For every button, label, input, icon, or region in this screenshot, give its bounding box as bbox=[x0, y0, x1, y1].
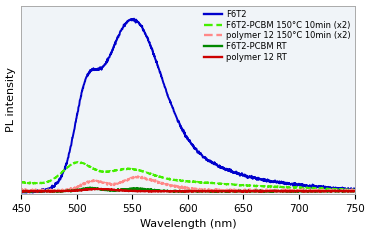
polymer 12 150°C 10min (x2) bbox=[63, 189, 68, 192]
polymer 12 150°C 10min (x2) bbox=[131, 176, 136, 179]
polymer 12 150°C 10min (x2) bbox=[164, 183, 168, 186]
F6T2-PCBM 150°C 10min (x2) bbox=[75, 161, 80, 164]
F6T2-PCBM RT bbox=[75, 188, 80, 191]
F6T2-PCBM RT bbox=[63, 190, 68, 192]
X-axis label: Wavelength (nm): Wavelength (nm) bbox=[139, 219, 236, 229]
polymer 12 RT bbox=[96, 187, 101, 190]
F6T2-PCBM RT bbox=[202, 190, 206, 193]
Line: polymer 12 150°C 10min (x2): polymer 12 150°C 10min (x2) bbox=[21, 176, 354, 192]
F6T2 bbox=[75, 111, 80, 114]
F6T2-PCBM RT bbox=[132, 188, 136, 191]
Line: F6T2-PCBM 150°C 10min (x2): F6T2-PCBM 150°C 10min (x2) bbox=[21, 162, 354, 191]
Line: F6T2-PCBM RT: F6T2-PCBM RT bbox=[21, 187, 354, 192]
polymer 12 150°C 10min (x2) bbox=[195, 188, 199, 191]
Line: F6T2: F6T2 bbox=[21, 19, 354, 192]
polymer 12 RT bbox=[27, 191, 32, 193]
F6T2-PCBM RT bbox=[164, 189, 168, 192]
polymer 12 RT bbox=[132, 189, 136, 192]
F6T2 bbox=[195, 149, 199, 152]
F6T2-PCBM 150°C 10min (x2) bbox=[194, 180, 199, 183]
F6T2-PCBM 150°C 10min (x2) bbox=[63, 168, 68, 171]
polymer 12 150°C 10min (x2) bbox=[202, 189, 206, 192]
F6T2-PCBM RT bbox=[88, 186, 92, 189]
F6T2-PCBM RT bbox=[195, 190, 199, 193]
F6T2 bbox=[63, 164, 68, 167]
F6T2 bbox=[20, 191, 24, 194]
polymer 12 RT bbox=[202, 190, 206, 192]
F6T2-PCBM RT bbox=[26, 191, 31, 193]
F6T2-PCBM 150°C 10min (x2) bbox=[131, 168, 136, 171]
polymer 12 150°C 10min (x2) bbox=[75, 185, 80, 188]
F6T2-PCBM 150°C 10min (x2) bbox=[201, 181, 206, 184]
F6T2-PCBM RT bbox=[352, 190, 357, 193]
F6T2 bbox=[132, 17, 136, 20]
F6T2 bbox=[164, 90, 168, 93]
Line: polymer 12 RT: polymer 12 RT bbox=[21, 188, 354, 192]
F6T2-PCBM 150°C 10min (x2) bbox=[164, 177, 168, 180]
polymer 12 RT bbox=[75, 189, 80, 192]
F6T2-PCBM RT bbox=[19, 190, 23, 193]
polymer 12 RT bbox=[19, 190, 23, 193]
polymer 12 150°C 10min (x2) bbox=[36, 190, 40, 193]
F6T2-PCBM 150°C 10min (x2) bbox=[75, 161, 80, 164]
Legend: F6T2, F6T2-PCBM 150°C 10min (x2), polymer 12 150°C 10min (x2), F6T2-PCBM RT, pol: F6T2, F6T2-PCBM 150°C 10min (x2), polyme… bbox=[202, 8, 352, 64]
polymer 12 150°C 10min (x2) bbox=[136, 175, 140, 177]
polymer 12 RT bbox=[164, 190, 168, 193]
F6T2 bbox=[19, 190, 23, 193]
F6T2 bbox=[202, 155, 206, 158]
polymer 12 RT bbox=[352, 190, 357, 192]
F6T2-PCBM 150°C 10min (x2) bbox=[352, 189, 357, 192]
polymer 12 150°C 10min (x2) bbox=[352, 189, 357, 192]
polymer 12 RT bbox=[63, 190, 68, 192]
F6T2 bbox=[352, 188, 357, 191]
F6T2 bbox=[131, 18, 136, 21]
Y-axis label: PL intensity: PL intensity bbox=[6, 67, 16, 132]
F6T2-PCBM 150°C 10min (x2) bbox=[19, 180, 23, 183]
polymer 12 150°C 10min (x2) bbox=[19, 189, 23, 192]
polymer 12 RT bbox=[195, 190, 199, 192]
